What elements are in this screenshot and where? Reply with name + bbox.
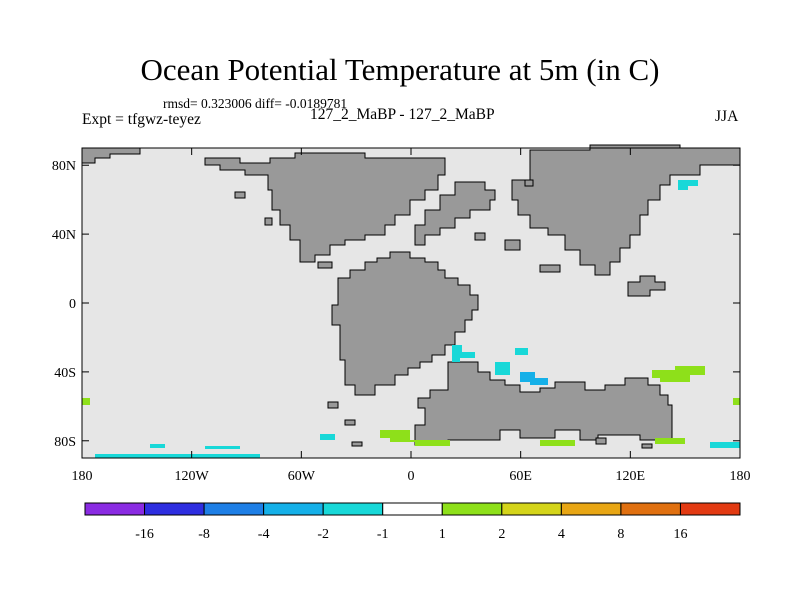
colorbar-segment	[263, 502, 324, 516]
map-axes: 180 120W 60W 0 60E 120E 180 80N 40N 0 40S 80S	[52, 148, 751, 484]
y-tick-label: 80S	[54, 435, 76, 450]
anomaly-southern-ocean-africa	[380, 430, 450, 446]
colorbar-segment	[560, 502, 622, 516]
x-tick-label: 60E	[509, 469, 532, 484]
x-tick-label: 0	[408, 469, 415, 484]
land-island-se-asia	[627, 275, 666, 297]
land-small-island-7	[344, 419, 356, 426]
land-greenland-gap	[317, 261, 333, 269]
anomaly-south-atlantic	[452, 345, 475, 362]
anomaly-east-antarctic	[710, 442, 740, 448]
land-small-island-5	[539, 264, 561, 273]
y-tick-label: 80N	[52, 159, 76, 174]
land-small-island-10	[641, 443, 653, 449]
anomaly-indian-ocean-3	[515, 348, 528, 355]
anomaly-patches	[82, 180, 740, 458]
y-tick-label: 40S	[54, 366, 76, 381]
colorbar-label: -2	[317, 527, 329, 542]
stats-label: rmsd= 0.323006 diff= -0.0189781	[163, 96, 348, 111]
colorbar-segment	[679, 502, 741, 516]
land-small-island-8	[351, 441, 363, 447]
land-small-island-3	[474, 232, 486, 241]
colorbar-label: 2	[498, 527, 505, 542]
colorbar-label: -1	[377, 527, 389, 542]
anomaly-north-atlantic	[678, 180, 698, 190]
land-australia-antarctica	[414, 361, 673, 446]
anomaly-weddell	[320, 434, 335, 440]
land-small-island-6	[327, 401, 339, 409]
land-small-island-9	[595, 437, 607, 445]
y-tick-label: 40N	[52, 228, 76, 243]
y-tick-label: 0	[69, 297, 76, 312]
anomaly-indian-ocean-1	[520, 372, 548, 385]
colorbar-segment	[84, 502, 146, 516]
land-north-america	[204, 152, 446, 263]
x-tick-label: 120W	[175, 469, 210, 484]
colorbar-label: 16	[673, 527, 687, 542]
colorbar-segment	[322, 502, 384, 516]
colorbar-label: 1	[439, 527, 446, 542]
land-asia	[511, 144, 741, 276]
x-tick-label: 180	[730, 469, 751, 484]
land-small-island-11	[524, 179, 534, 187]
colorbar-segment	[441, 502, 503, 516]
anomaly-southern-ocean-far-east	[655, 438, 685, 444]
season-label: JJA	[715, 108, 739, 125]
anomaly-ross-sea	[150, 444, 165, 448]
colorbar-label: -4	[258, 527, 270, 542]
land-south-america	[331, 251, 479, 396]
experiment-subtitle: 127_2_MaBP - 127_2_MaBP	[310, 106, 495, 123]
x-tick-label: 60W	[288, 469, 316, 484]
colorbar-label: 8	[617, 527, 624, 542]
colorbar-label: 4	[558, 527, 565, 542]
land-small-island-2	[264, 217, 273, 226]
anomaly-southern-ocean-east	[540, 440, 575, 446]
colorbar-label: -16	[135, 527, 154, 542]
land-small-island-1	[234, 191, 246, 199]
colorbar: -16 -8 -4 -2 -1 1 2 4 8 16	[84, 502, 741, 542]
land-north-pacific-west	[81, 147, 141, 164]
anomaly-pacific-south-small	[82, 398, 90, 405]
land-masses	[81, 144, 741, 449]
colorbar-segment	[620, 502, 681, 516]
anomaly-pacific-south-small-east	[733, 398, 740, 405]
land-europe	[414, 181, 496, 246]
colorbar-segment	[501, 502, 562, 516]
expt-label: Expt = tfgwz-teyez	[82, 111, 201, 128]
anomaly-amundsen-sea	[205, 446, 240, 449]
colorbar-segment	[203, 502, 265, 516]
colorbar-label: -8	[198, 527, 210, 542]
map-title: Ocean Potential Temperature at 5m (in C)	[140, 52, 660, 87]
land-small-island-4	[504, 239, 521, 251]
anomaly-antarctic-bottom	[95, 454, 260, 458]
colorbar-segment	[144, 502, 205, 516]
x-tick-label: 180	[72, 469, 93, 484]
anomaly-indian-ocean-2	[495, 362, 510, 375]
x-tick-label: 120E	[616, 469, 646, 484]
anomaly-south-pacific	[652, 366, 705, 382]
colorbar-segment	[382, 502, 443, 516]
